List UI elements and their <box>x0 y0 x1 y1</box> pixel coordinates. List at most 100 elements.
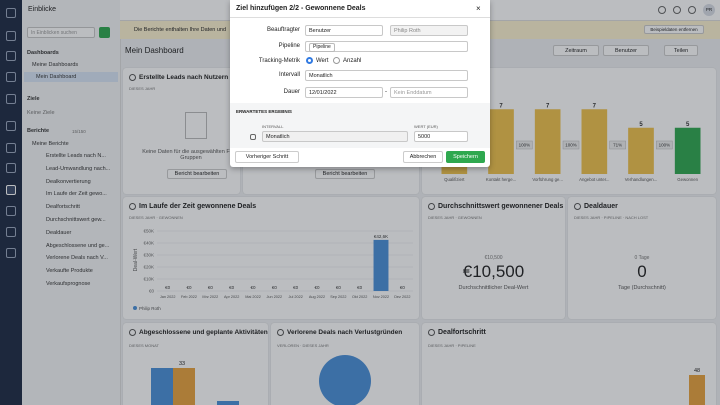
card-icon <box>129 329 136 336</box>
user[interactable]: Benutzer <box>603 45 649 56</box>
label: Intervall <box>278 72 300 78</box>
pie <box>319 355 371 405</box>
label: Pipeline <box>278 43 300 49</box>
x-tick-label: Verhandlungen... <box>625 177 658 182</box>
empty-icon <box>185 112 207 139</box>
card: Dealdauer DIESES JAHR · PIPELINE · NACH … <box>568 197 716 319</box>
report-item[interactable]: Dealdauer <box>46 229 72 236</box>
conversion-badge <box>516 140 533 150</box>
y-tick-label: €50K <box>143 229 154 234</box>
report-item[interactable]: Im Laufe der Zeit gewo... <box>46 191 107 198</box>
card: Erstellte Leads nach Nutzern DIESES JAHR… <box>123 68 240 194</box>
bar <box>488 109 514 174</box>
x-tick-label: Mrz 2022 <box>202 295 218 299</box>
sidebar: Einblicke In Einblicken suchen Dashboard… <box>22 0 121 405</box>
bar-chart: €0 €10K €20K €30K €40K €50K €0 Jan 2022 €0 Feb 20… <box>143 229 413 299</box>
icon[interactable] <box>658 6 666 14</box>
select: Philip Roth <box>390 25 468 36</box>
date-input[interactable]: 12/01/2022 <box>305 87 383 98</box>
remove-sample[interactable]: Beispieldaten entfernen <box>644 25 704 34</box>
tag[interactable]: Pipeline <box>309 43 335 52</box>
report-item[interactable]: Abgeschlossene und ge... <box>46 242 110 249</box>
report-item[interactable]: Verkaufte Produkte <box>46 268 93 275</box>
report-item[interactable]: Durchschnittswert gew... <box>46 217 106 223</box>
icon[interactable] <box>688 6 696 14</box>
add-button[interactable] <box>99 27 110 38</box>
conversion-badge <box>656 140 673 150</box>
count: 15/150 <box>72 129 86 134</box>
nav-icon[interactable] <box>6 8 16 18</box>
nav-icon[interactable] <box>6 31 16 41</box>
edit-report[interactable]: Bericht bearbeiten <box>315 169 375 179</box>
big-value: 0 <box>637 262 647 281</box>
card-title: Im Laufe der Zeit gewonnene Deals <box>139 203 257 210</box>
nav-icon[interactable] <box>6 94 16 104</box>
nav-icon[interactable] <box>6 206 16 216</box>
input[interactable]: 5000 <box>414 131 468 142</box>
y-tick-label: €10K <box>143 277 154 282</box>
x-tick-label: Okt 2022 <box>352 295 367 299</box>
close[interactable]: × <box>476 4 481 13</box>
report-item[interactable]: Verkaufsprognose <box>46 281 91 287</box>
card-title: Erstellte Leads nach Nutzern <box>139 74 229 81</box>
label: Dauer <box>283 89 300 95</box>
label: Beauftragter <box>266 27 300 33</box>
conversion-label: 100% <box>519 143 531 148</box>
nav-icon[interactable] <box>6 143 16 153</box>
save-button[interactable]: Speichern <box>446 151 485 163</box>
nav-icon[interactable] <box>6 248 16 258</box>
x-tick-label: Kontakt herge... <box>486 177 516 182</box>
back-button[interactable]: Vorheriger Schritt <box>235 151 299 163</box>
cancel-button[interactable]: Abbrechen <box>403 151 443 163</box>
conversion-label: 100% <box>659 143 671 148</box>
folder[interactable]: Meine Dashboards <box>32 62 79 68</box>
nav-icon[interactable] <box>6 72 16 82</box>
value-label: €0 <box>314 285 320 290</box>
report-item[interactable]: Dealkonvertierung <box>46 178 91 185</box>
card-subtitle: DIESES JAHR <box>129 86 156 91</box>
select[interactable]: Monatlich <box>305 70 468 81</box>
x-tick-label: Sep 2022 <box>330 295 346 299</box>
share[interactable]: Teilen <box>664 45 698 56</box>
report-item[interactable]: Lead-Umwandlung nach... <box>46 165 111 172</box>
report-item[interactable]: Erstellte Leads nach N... <box>46 153 106 159</box>
value-label: €0 <box>165 285 171 290</box>
search[interactable]: In Einblicken suchen <box>27 27 95 38</box>
x-tick-label: Dez 2022 <box>394 295 410 299</box>
x-tick-label: Mai 2022 <box>245 295 261 299</box>
value-label: €0 <box>208 285 214 290</box>
report-item[interactable]: Verlorene Deals nach V... <box>46 255 108 262</box>
value-label: 7 <box>499 103 503 109</box>
value-label: €0 <box>186 285 192 290</box>
date-input[interactable]: Kein Enddatum <box>390 87 468 98</box>
nav-icon[interactable] <box>6 51 16 61</box>
nav-icon[interactable] <box>6 185 16 195</box>
select[interactable]: Benutzer <box>305 25 383 36</box>
multiselect[interactable] <box>305 41 468 52</box>
card-subtitle: VERLOREN · DIESES JAHR <box>277 343 329 348</box>
nav-icon[interactable] <box>6 121 16 131</box>
radio[interactable] <box>333 57 340 64</box>
x-tick-label: Angebot unter... <box>579 177 609 182</box>
label: WERT (EUR) <box>414 124 438 129</box>
folder[interactable]: Meine Berichte <box>32 141 69 147</box>
bar <box>173 368 195 405</box>
radio-label: Wert <box>316 58 329 64</box>
nav-icon[interactable] <box>6 227 16 237</box>
legend-swatch <box>133 306 137 310</box>
radio[interactable] <box>306 57 313 64</box>
legend-label: Philip Roth <box>139 306 161 311</box>
edit-report[interactable]: Bericht bearbeiten <box>167 169 227 179</box>
icon[interactable] <box>673 6 681 14</box>
app-title: Einblicke <box>28 6 57 13</box>
avatar[interactable]: PR <box>703 4 715 16</box>
report-item[interactable]: Dealfortschritt <box>46 204 80 211</box>
period[interactable]: Zeitraum <box>553 45 599 56</box>
x-tick-label: Gewonnen <box>677 177 698 182</box>
nav-icon[interactable] <box>6 163 16 173</box>
section: Dashboards <box>27 50 59 56</box>
card-icon <box>129 74 136 81</box>
dashboard-item[interactable]: Mein Dashboard <box>36 74 77 80</box>
card-icon <box>574 203 581 210</box>
